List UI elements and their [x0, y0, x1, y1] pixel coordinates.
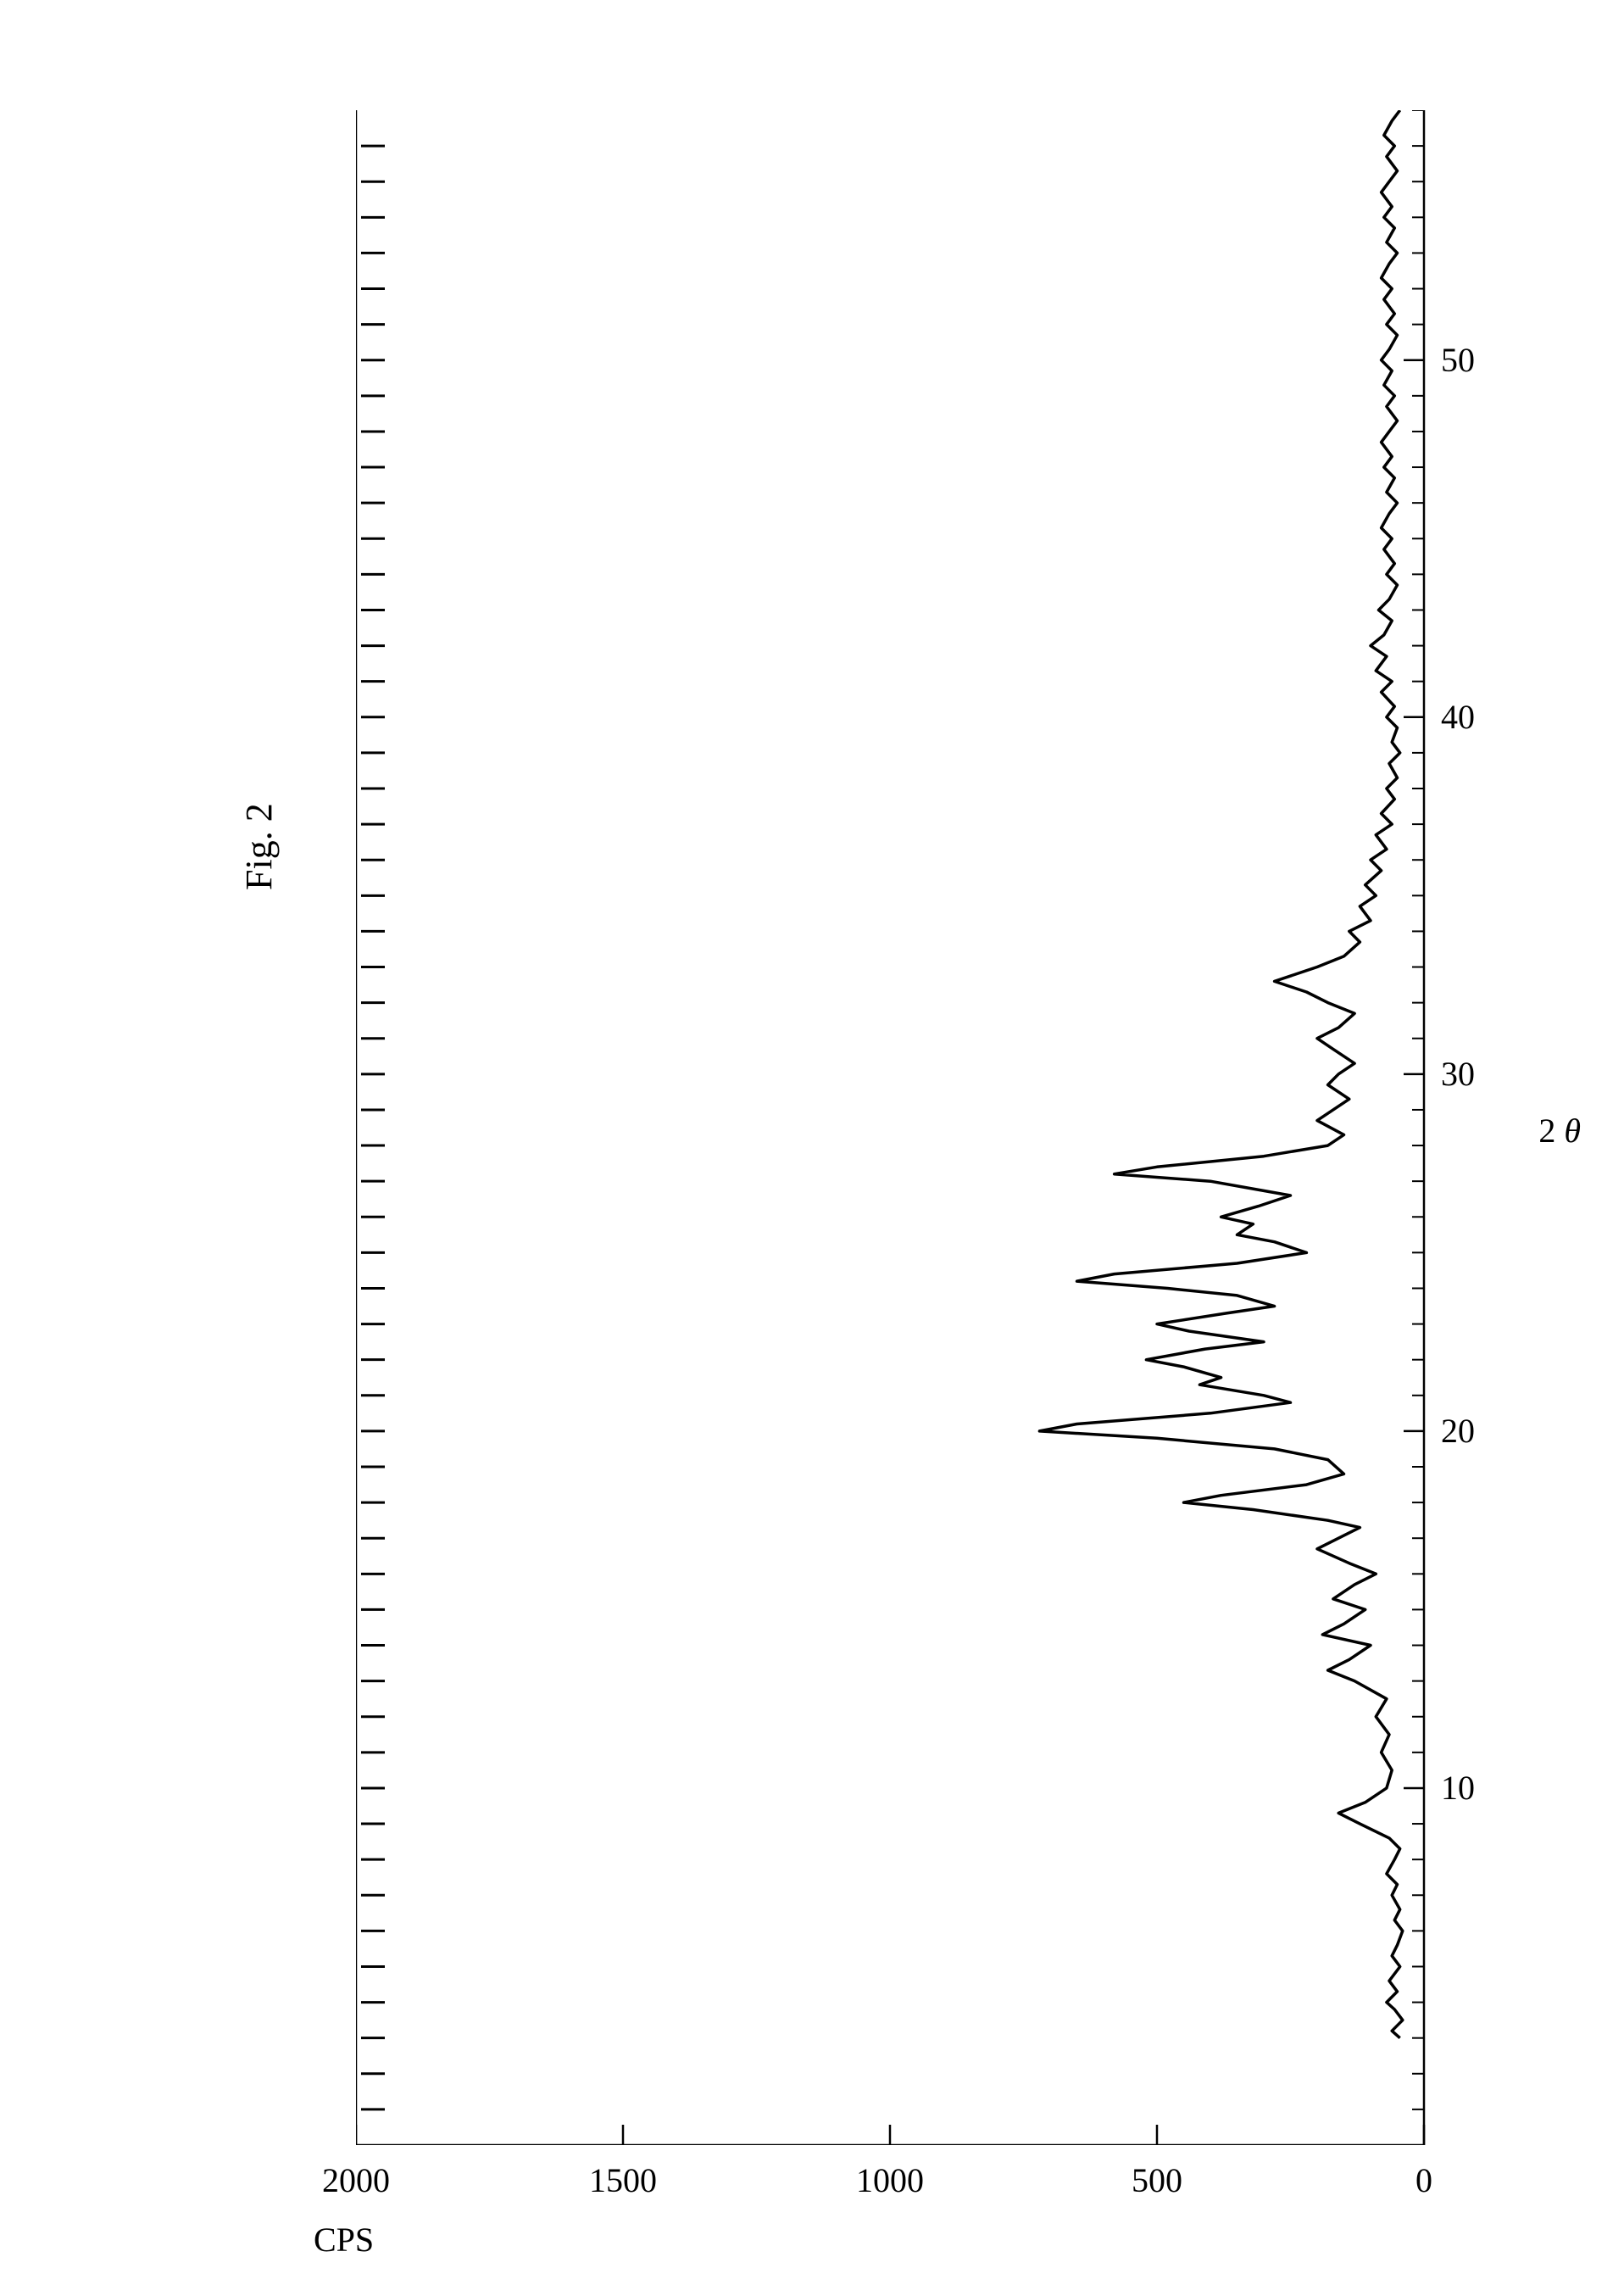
x-tick-label: 30 — [1441, 1054, 1475, 1094]
x-tick-label: 20 — [1441, 1411, 1475, 1451]
chart-container: 0500100015002000 1020304050 CPS 2 θ — [356, 110, 1458, 2145]
y-tick-label: 1500 — [572, 2160, 674, 2200]
y-tick-label: 2000 — [305, 2160, 407, 2200]
y-tick-label: 1000 — [839, 2160, 941, 2200]
x-tick-label: 10 — [1441, 1768, 1475, 1808]
x-axis-title: 2 θ — [1538, 1111, 1581, 1151]
xrd-chart-svg — [356, 110, 1458, 2145]
x-axis-title-text: 2 θ — [1538, 1112, 1581, 1150]
x-tick-label: 50 — [1441, 340, 1475, 380]
figure-title: Fig. 2 — [237, 803, 281, 890]
x-tick-label: 40 — [1441, 697, 1475, 737]
y-tick-label: 0 — [1373, 2160, 1475, 2200]
y-tick-label: 500 — [1106, 2160, 1208, 2200]
y-axis-title: CPS — [314, 2220, 374, 2260]
